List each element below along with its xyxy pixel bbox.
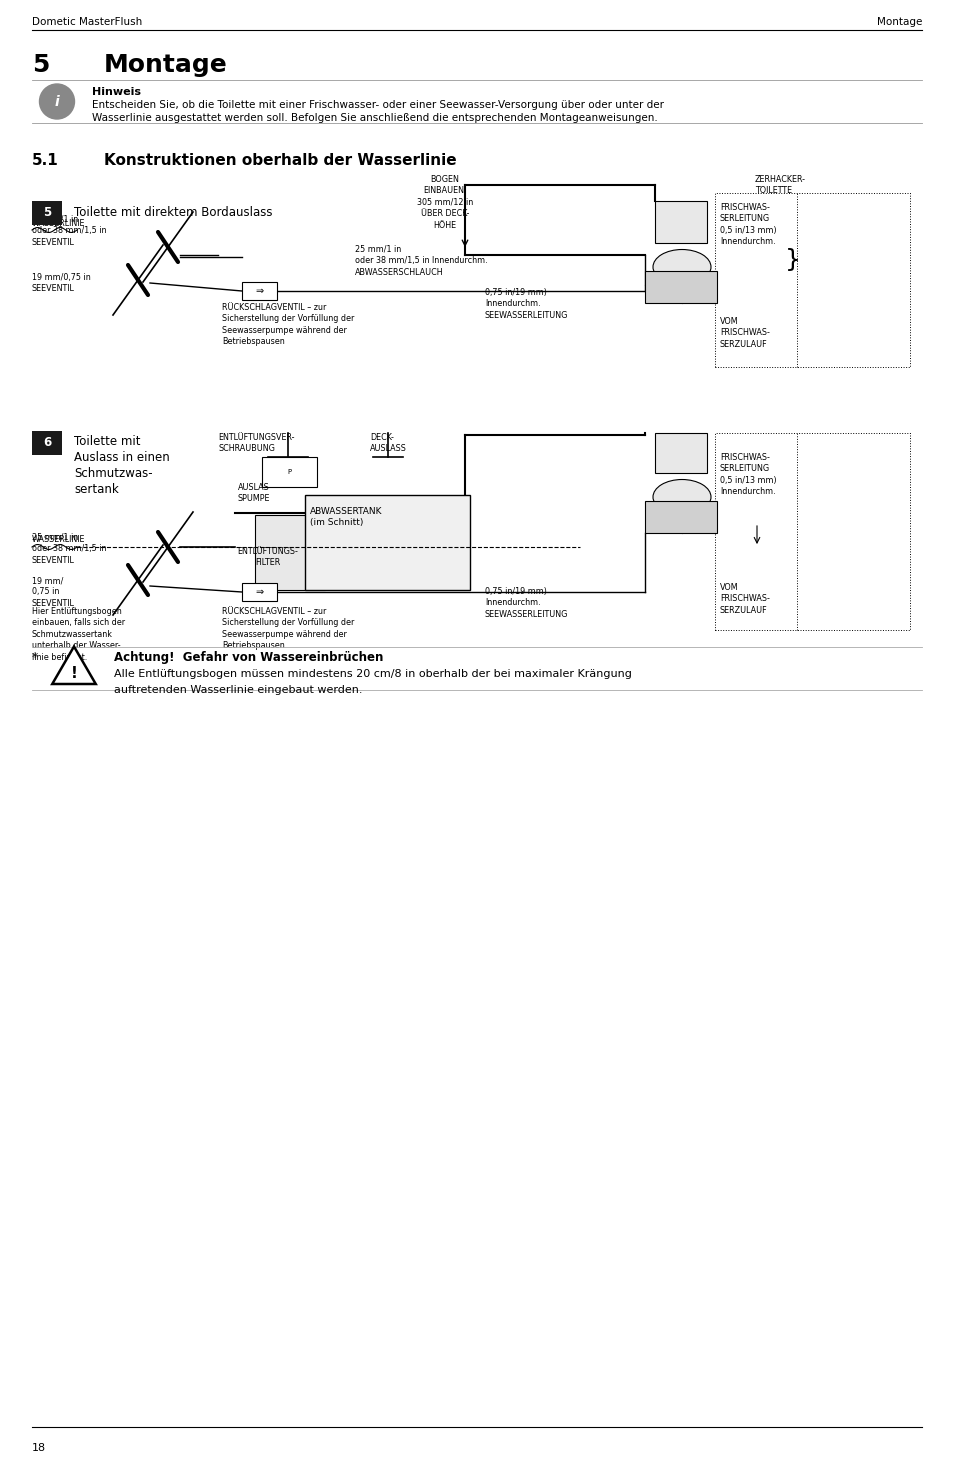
- FancyBboxPatch shape: [655, 201, 706, 243]
- Text: Alle Entlüftungsbogen müssen mindestens 20 cm/8 in oberhalb der bei maximaler Kr: Alle Entlüftungsbogen müssen mindestens …: [113, 670, 631, 678]
- Text: ABWASSERTANK
(im Schnitt): ABWASSERTANK (im Schnitt): [310, 507, 382, 527]
- Text: 5.1: 5.1: [32, 153, 59, 168]
- FancyBboxPatch shape: [32, 431, 62, 454]
- Text: 19 mm/0,75 in
SEEVENTIL: 19 mm/0,75 in SEEVENTIL: [32, 273, 91, 294]
- Text: VOM
FRISCHWAS-
SERZULAUF: VOM FRISCHWAS- SERZULAUF: [720, 317, 769, 350]
- Text: RÜCKSCHLAGVENTIL – zur
Sicherstellung der Vorfüllung der
Seewasserpumpe während : RÜCKSCHLAGVENTIL – zur Sicherstellung de…: [222, 608, 354, 650]
- Text: BOGEN
EINBAUEN,
305 mm/12 in
ÜBER DECK-
HÖHE: BOGEN EINBAUEN, 305 mm/12 in ÜBER DECK- …: [416, 176, 473, 230]
- Polygon shape: [52, 646, 95, 684]
- Text: 5: 5: [32, 53, 50, 77]
- Text: 19 mm/
0,75 in
SEEVENTIL: 19 mm/ 0,75 in SEEVENTIL: [32, 577, 74, 608]
- Text: DECK-
AUSLASS: DECK- AUSLASS: [370, 434, 406, 453]
- Text: Toilette mit
Auslass in einen
Schmutzwas-
sertank: Toilette mit Auslass in einen Schmutzwas…: [74, 435, 170, 496]
- Text: 25 mm/1 in
oder 38 mm/1,5 in
SEEVENTIL: 25 mm/1 in oder 38 mm/1,5 in SEEVENTIL: [32, 215, 107, 246]
- Text: Achtung!  Gefahr von Wassereinbrüchen: Achtung! Gefahr von Wassereinbrüchen: [113, 650, 383, 664]
- Text: *: *: [32, 650, 38, 664]
- Ellipse shape: [652, 249, 710, 285]
- Text: 0,75 in/19 mm)
Innendurchm.
SEEWASSERLEITUNG: 0,75 in/19 mm) Innendurchm. SEEWASSERLEI…: [484, 288, 568, 320]
- Text: auftretenden Wasserlinie eingebaut werden.: auftretenden Wasserlinie eingebaut werde…: [113, 684, 362, 695]
- FancyBboxPatch shape: [305, 496, 470, 590]
- Text: VOM
FRISCHWAS-
SERZULAUF: VOM FRISCHWAS- SERZULAUF: [720, 583, 769, 615]
- Text: AUSLAS-
SPUMPE: AUSLAS- SPUMPE: [237, 482, 273, 503]
- Text: ENTLÜFTUNGS-
FILTER: ENTLÜFTUNGS- FILTER: [237, 547, 298, 568]
- Text: ⇒: ⇒: [255, 587, 264, 597]
- Text: !: !: [71, 667, 77, 681]
- Text: 0,75 in/19 mm)
Innendurchm.
SEEWASSERLEITUNG: 0,75 in/19 mm) Innendurchm. SEEWASSERLEI…: [484, 587, 568, 620]
- Text: RÜCKSCHLAGVENTIL – zur
Sicherstellung der Vorfüllung der
Seewasserpumpe während : RÜCKSCHLAGVENTIL – zur Sicherstellung de…: [222, 302, 354, 347]
- Text: 6: 6: [43, 437, 51, 450]
- Text: 25 mm/1 in
oder 38 mm/1,5 in Innendurchm.
ABWASSERSCHLAUCH: 25 mm/1 in oder 38 mm/1,5 in Innendurchm…: [355, 245, 487, 277]
- Text: 25 mm/1 in
oder 38 mm/1,5 in
SEEVENTIL: 25 mm/1 in oder 38 mm/1,5 in SEEVENTIL: [32, 532, 107, 565]
- FancyBboxPatch shape: [254, 515, 325, 590]
- Ellipse shape: [652, 479, 710, 515]
- Text: FRISCHWAS-
SERLEITUNG
0,5 in/13 mm)
Innendurchm.: FRISCHWAS- SERLEITUNG 0,5 in/13 mm) Inne…: [720, 204, 776, 246]
- FancyBboxPatch shape: [262, 457, 316, 487]
- Text: Dometic MasterFlush: Dometic MasterFlush: [32, 18, 142, 27]
- Text: FRISCHWAS-
SERLEITUNG
0,5 in/13 mm)
Innendurchm.: FRISCHWAS- SERLEITUNG 0,5 in/13 mm) Inne…: [720, 453, 776, 497]
- Text: }: }: [784, 248, 801, 271]
- Text: i: i: [54, 94, 59, 109]
- Text: Hinweis: Hinweis: [91, 87, 141, 97]
- FancyBboxPatch shape: [655, 434, 706, 473]
- FancyBboxPatch shape: [32, 201, 62, 226]
- Text: Montage: Montage: [104, 53, 228, 77]
- FancyBboxPatch shape: [644, 502, 717, 532]
- Text: WASSERLINIE: WASSERLINIE: [32, 218, 86, 227]
- Text: Toilette mit direktem Bordauslass: Toilette mit direktem Bordauslass: [74, 207, 273, 218]
- Text: 5: 5: [43, 207, 51, 220]
- Text: ⇒: ⇒: [255, 286, 264, 296]
- FancyBboxPatch shape: [644, 271, 717, 302]
- Text: Wasserlinie ausgestattet werden soll. Befolgen Sie anschließend die entsprechend: Wasserlinie ausgestattet werden soll. Be…: [91, 114, 657, 122]
- FancyBboxPatch shape: [242, 282, 276, 299]
- Text: WASSERLINIE: WASSERLINIE: [32, 535, 86, 544]
- Text: ENTLÜFTUNGSVER-
SCHRAUBUNG: ENTLÜFTUNGSVER- SCHRAUBUNG: [218, 434, 294, 453]
- Text: Entscheiden Sie, ob die Toilette mit einer Frischwasser- oder einer Seewasser-Ve: Entscheiden Sie, ob die Toilette mit ein…: [91, 100, 663, 111]
- Text: Montage: Montage: [876, 18, 921, 27]
- FancyBboxPatch shape: [242, 583, 276, 600]
- Text: 18: 18: [32, 1443, 46, 1453]
- Text: Konstruktionen oberhalb der Wasserlinie: Konstruktionen oberhalb der Wasserlinie: [104, 153, 456, 168]
- Circle shape: [39, 84, 74, 119]
- Text: P: P: [287, 469, 292, 475]
- Text: Hier Entlüftungsbogen
einbauen, falls sich der
Schmutzwassertank
unterhalb der W: Hier Entlüftungsbogen einbauen, falls si…: [32, 608, 125, 662]
- Text: ZERHACKER-
TOILETTE: ZERHACKER- TOILETTE: [754, 176, 805, 196]
